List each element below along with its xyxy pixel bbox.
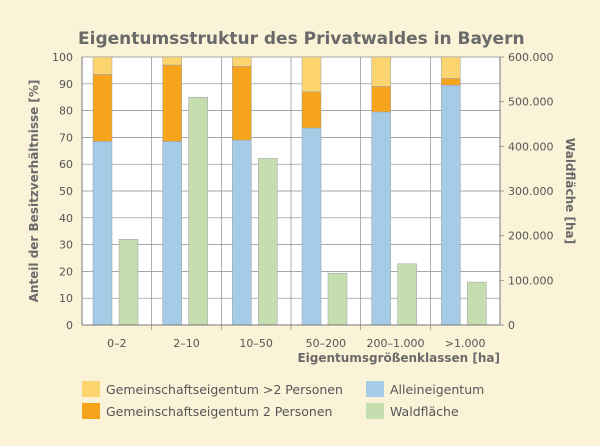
bar-segment-alleineigentum [301, 127, 322, 326]
x-tick-label: 200–1.000 [367, 337, 425, 350]
bar-segment-gemeinschaft-2 [162, 64, 182, 142]
bar-segment-gemeinschaft-2 [301, 91, 322, 129]
y-left-tick-label: 20 [59, 265, 73, 278]
gridlines [82, 56, 500, 330]
y-right-tick-label: 300.000 [508, 185, 554, 198]
bar-segment-gemeinschaft-2 [371, 86, 391, 113]
bar-segment-alleineigentum [441, 84, 461, 326]
legend-swatch-gemeinschaft-mehr-2 [82, 381, 100, 397]
legend-swatch-gemeinschaft-2 [82, 403, 100, 419]
bar-waldflaeche [327, 272, 348, 326]
legend-swatch-alleineigentum [366, 381, 384, 397]
legend-label-waldflaeche: Waldfläche [390, 404, 459, 419]
x-axis-title: Eigentumsgrößenklassen [ha] [297, 351, 500, 365]
legend-label-gemeinschaft-2: Gemeinschaftseigentum 2 Personen [106, 404, 332, 419]
bar-segment-gemeinschaft-2 [232, 66, 252, 141]
x-tick-label: 2–10 [173, 337, 200, 350]
y-left-tick-label: 70 [59, 131, 73, 144]
bar-segment-gemeinschaft-2 [441, 78, 461, 86]
bar-segment-gemeinschaft-mehr-2 [301, 56, 322, 93]
y-right-tick-label: 400.000 [508, 140, 554, 153]
chart-title: Eigentumsstruktur des Privatwaldes in Ba… [78, 29, 525, 49]
tick-labels: 0 10 20 30 40 50 60 70 80 90 100 0 100.000 200.000 300… [52, 51, 554, 350]
y-axis-right-title: Waldfläche [ha] [563, 138, 577, 244]
y-right-tick-label: 200.000 [508, 230, 554, 243]
x-tick-label: >1.000 [445, 337, 486, 350]
y-axis-left-title: Anteil der Besitzverhältnisse [%] [27, 80, 41, 303]
x-tick-label: 0–2 [107, 337, 127, 350]
y-left-tick-label: 90 [59, 78, 73, 91]
x-tick-label: 10–50 [239, 337, 273, 350]
y-left-tick-label: 10 [59, 292, 73, 305]
legend-swatch-waldflaeche [366, 403, 384, 419]
x-tick-label: 50–200 [306, 337, 347, 350]
y-left-tick-label: 60 [59, 158, 73, 171]
y-left-tick-label: 80 [59, 105, 73, 118]
y-right-tick-label: 0 [508, 319, 515, 332]
y-left-tick-label: 30 [59, 239, 73, 252]
legend: Gemeinschaftseigentum >2 Personen Allein… [82, 381, 484, 419]
bar-segment-gemeinschaft-2 [92, 74, 113, 142]
y-right-tick-label: 100.000 [508, 274, 554, 287]
y-left-tick-label: 40 [59, 212, 73, 225]
bar-segment-gemeinschaft-mehr-2 [162, 56, 182, 66]
bar-waldflaeche [467, 281, 487, 326]
y-left-tick-label: 100 [52, 51, 73, 64]
axes [81, 56, 504, 326]
bar-waldflaeche [118, 238, 139, 326]
y-right-tick-label: 600.000 [508, 51, 554, 64]
bars [92, 56, 487, 326]
y-left-tick-label: 0 [66, 319, 73, 332]
bar-segment-gemeinschaft-mehr-2 [371, 56, 391, 87]
legend-label-alleineigentum: Alleineigentum [390, 382, 484, 397]
bar-waldflaeche [397, 263, 417, 326]
bar-segment-alleineigentum [162, 141, 182, 326]
bar-segment-gemeinschaft-mehr-2 [441, 56, 461, 79]
bar-segment-gemeinschaft-mehr-2 [232, 56, 252, 67]
bar-segment-alleineigentum [371, 111, 391, 326]
bar-waldflaeche [258, 158, 278, 326]
y-right-tick-label: 500.000 [508, 96, 554, 109]
y-left-tick-label: 50 [59, 185, 73, 198]
bar-segment-alleineigentum [232, 139, 252, 326]
bar-segment-alleineigentum [92, 141, 113, 326]
bar-waldflaeche [188, 96, 208, 326]
bar-segment-gemeinschaft-mehr-2 [92, 56, 113, 75]
legend-label-gemeinschaft-mehr-2: Gemeinschaftseigentum >2 Personen [106, 382, 343, 397]
